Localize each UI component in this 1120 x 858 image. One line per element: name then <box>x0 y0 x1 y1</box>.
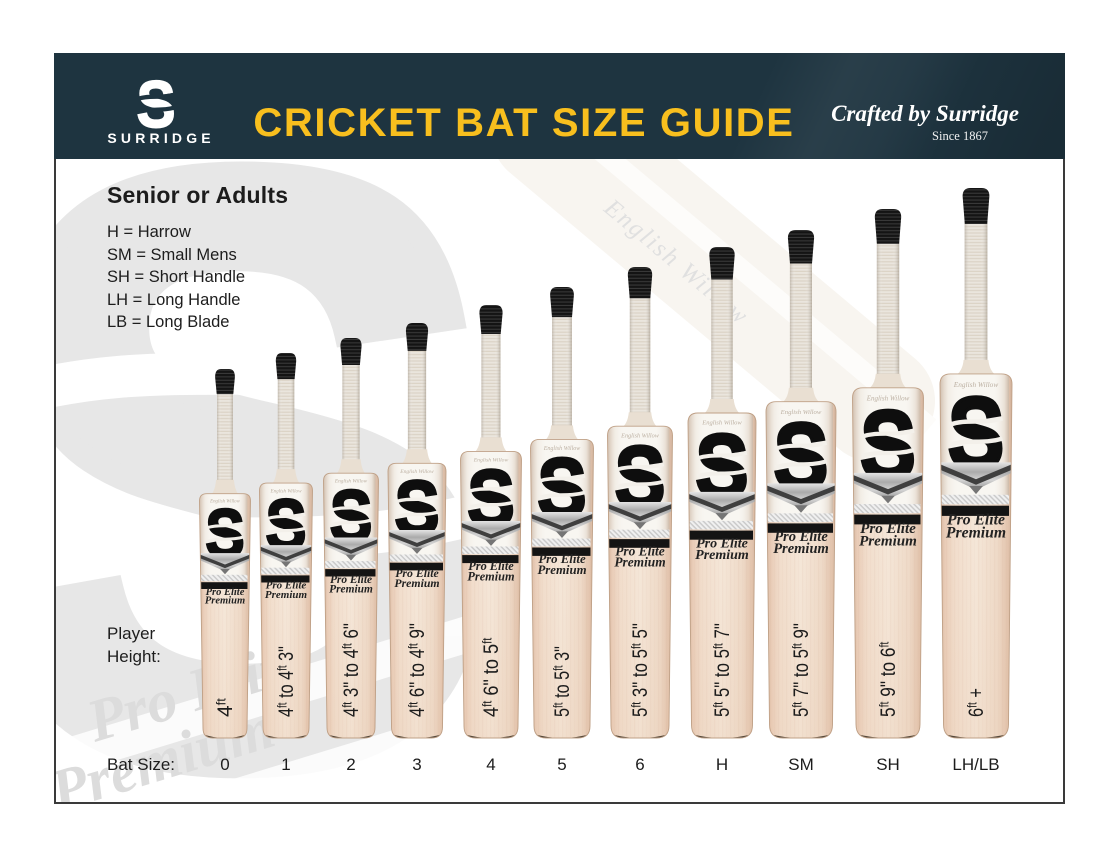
svg-text:5: 5 <box>557 755 566 774</box>
svg-text:Premium: Premium <box>467 569 514 583</box>
svg-text:LH/LB: LH/LB <box>952 755 999 774</box>
svg-text:5ft​ 9" to 6ft​: 5ft​ 9" to 6ft​ <box>876 641 900 717</box>
svg-text:English Willow: English Willow <box>209 500 240 505</box>
svg-text:Pro Elite: Pro Elite <box>947 512 1005 529</box>
svg-text:English Willow: English Willow <box>953 380 999 389</box>
svg-text:Premium: Premium <box>265 589 308 601</box>
svg-text:English Willow: English Willow <box>543 446 581 452</box>
svg-text:Premium: Premium <box>773 541 829 557</box>
svg-text:Premium: Premium <box>394 576 439 590</box>
svg-text:Premium: Premium <box>537 563 586 577</box>
svg-text:English Willow: English Willow <box>866 394 910 402</box>
svg-text:Premium: Premium <box>329 583 373 595</box>
svg-text:English Willow: English Willow <box>473 458 509 464</box>
svg-text:English Willow: English Willow <box>270 488 303 494</box>
svg-text:Premium: Premium <box>859 533 917 549</box>
svg-text:2: 2 <box>346 755 355 774</box>
svg-text:Premium: Premium <box>695 548 749 563</box>
svg-text:SH: SH <box>876 755 900 774</box>
svg-text:3: 3 <box>412 755 421 774</box>
svg-text:English Willow: English Willow <box>334 479 368 485</box>
svg-text:Pro Elite: Pro Elite <box>395 566 439 580</box>
svg-text:Pro Elite: Pro Elite <box>468 559 514 573</box>
svg-text:Pro Elite: Pro Elite <box>860 521 916 537</box>
svg-text:Pro Elite: Pro Elite <box>696 537 748 552</box>
svg-text:Premium: Premium <box>205 596 245 607</box>
svg-text:English Willow: English Willow <box>701 420 742 427</box>
svg-text:5ft​ to 5ft​ 3": 5ft​ to 5ft​ 3" <box>550 646 574 717</box>
svg-text:SM: SM <box>788 755 814 774</box>
svg-text:4ft​ 6" to 5ft​: 4ft​ 6" to 5ft​ <box>480 637 504 717</box>
svg-text:Pro Elite: Pro Elite <box>774 529 828 545</box>
svg-text:Pro Elite: Pro Elite <box>266 580 307 592</box>
svg-text:Pro Elite: Pro Elite <box>330 574 372 586</box>
svg-text:Premium: Premium <box>614 555 665 570</box>
svg-text:4: 4 <box>486 755 495 774</box>
svg-text:6ft​ +: 6ft​ + <box>964 688 987 717</box>
svg-text:English Willow: English Willow <box>399 469 434 475</box>
svg-text:6: 6 <box>635 755 644 774</box>
svg-text:1: 1 <box>281 755 290 774</box>
svg-text:English Willow: English Willow <box>780 409 822 416</box>
svg-text:Premium: Premium <box>946 525 1006 542</box>
svg-text:H: H <box>716 755 728 774</box>
svg-text:Pro Elite: Pro Elite <box>615 543 665 558</box>
svg-text:0: 0 <box>220 755 229 774</box>
svg-text:4ft​ to 4ft​ 3": 4ft​ to 4ft​ 3" <box>274 646 298 717</box>
svg-text:Pro Elite: Pro Elite <box>206 587 245 598</box>
svg-text:English Willow: English Willow <box>620 432 660 439</box>
svg-text:Pro Elite: Pro Elite <box>538 552 586 566</box>
